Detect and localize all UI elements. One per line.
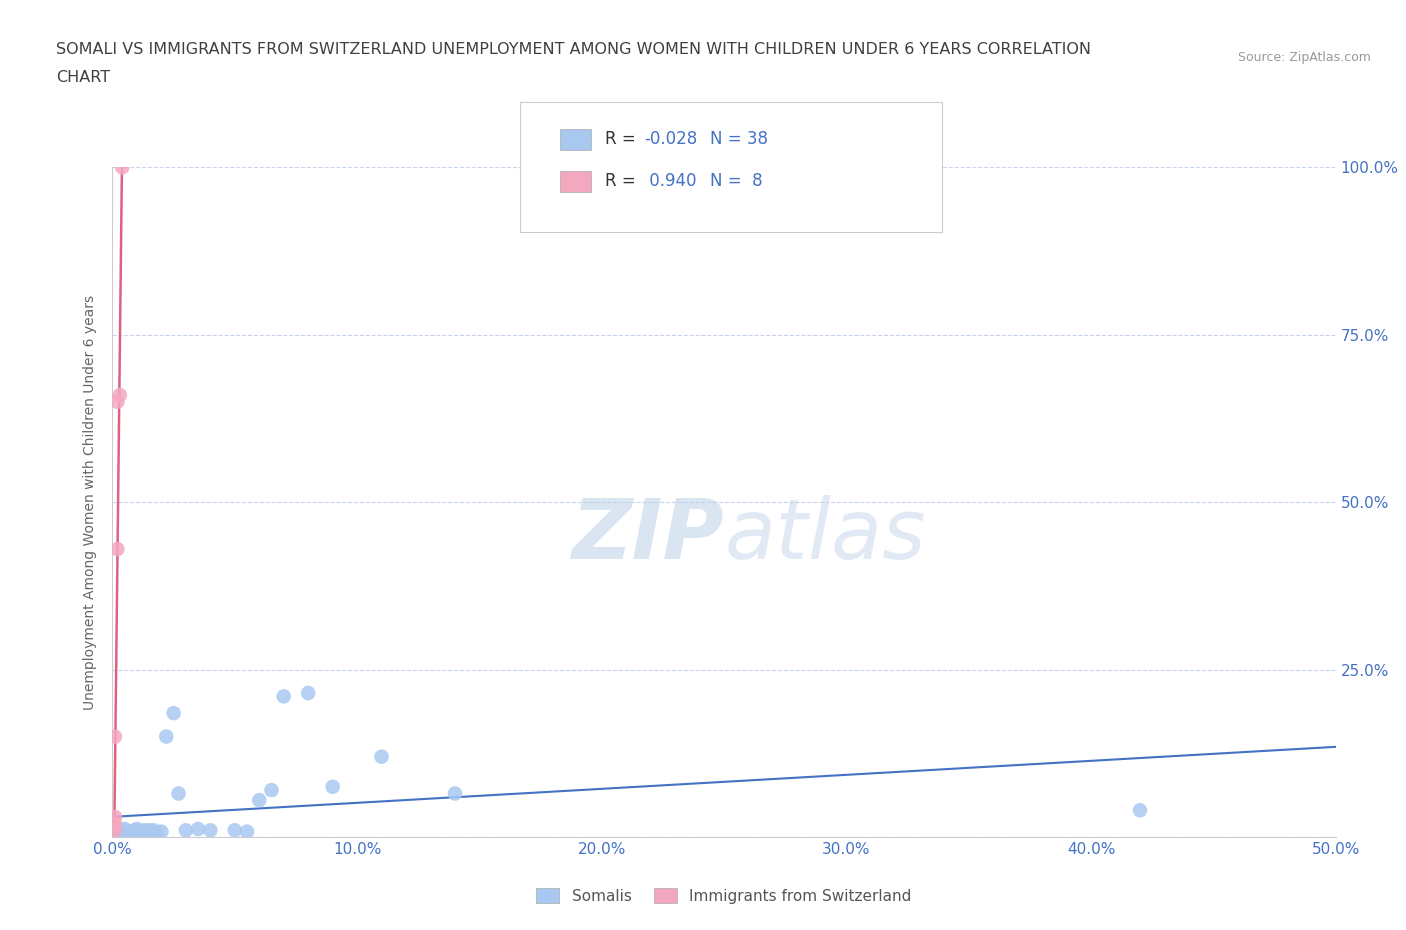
Point xyxy=(200,823,222,838)
Point xyxy=(105,541,128,556)
Text: SOMALI VS IMMIGRANTS FROM SWITZERLAND UNEMPLOYMENT AMONG WOMEN WITH CHILDREN UND: SOMALI VS IMMIGRANTS FROM SWITZERLAND UN… xyxy=(56,42,1091,57)
Point xyxy=(105,823,128,838)
Point xyxy=(131,824,153,839)
Legend: Somalis, Immigrants from Switzerland: Somalis, Immigrants from Switzerland xyxy=(530,882,918,910)
Point xyxy=(187,821,209,836)
Text: Source: ZipAtlas.com: Source: ZipAtlas.com xyxy=(1237,51,1371,64)
Point xyxy=(150,824,173,839)
Point xyxy=(134,826,156,841)
Point xyxy=(138,823,160,838)
Point xyxy=(141,824,163,839)
Point xyxy=(108,826,131,841)
Point xyxy=(236,824,259,839)
Text: N = 38: N = 38 xyxy=(710,130,768,149)
Point xyxy=(297,685,319,700)
Point xyxy=(134,823,156,838)
Point xyxy=(260,783,283,798)
Point xyxy=(155,729,177,744)
Point xyxy=(125,824,148,839)
Point xyxy=(138,826,160,841)
Point xyxy=(104,809,127,824)
Text: N =  8: N = 8 xyxy=(710,172,762,191)
Point xyxy=(108,388,131,403)
Point xyxy=(444,786,467,801)
Point xyxy=(125,821,148,836)
Point xyxy=(104,817,127,831)
Point xyxy=(1129,803,1152,817)
Point xyxy=(114,824,136,839)
Text: ZIP: ZIP xyxy=(571,495,724,577)
Text: R =: R = xyxy=(605,172,641,191)
Point xyxy=(121,826,143,841)
Text: 0.940: 0.940 xyxy=(644,172,696,191)
Point xyxy=(105,394,128,409)
Point xyxy=(247,792,270,807)
Point xyxy=(174,823,197,838)
Point xyxy=(124,823,146,838)
Point xyxy=(111,160,134,175)
Point xyxy=(104,729,127,744)
Point xyxy=(145,826,167,841)
Point xyxy=(135,824,157,839)
Point xyxy=(143,823,166,838)
Text: CHART: CHART xyxy=(56,70,110,85)
Point xyxy=(273,689,295,704)
Point xyxy=(118,826,141,841)
Text: R =: R = xyxy=(605,130,641,149)
Point xyxy=(370,750,392,764)
Point xyxy=(167,786,190,801)
Point xyxy=(322,779,344,794)
Point xyxy=(131,826,153,841)
Point xyxy=(121,824,143,839)
Point xyxy=(104,823,127,838)
Text: -0.028: -0.028 xyxy=(644,130,697,149)
Point xyxy=(224,823,246,838)
Point xyxy=(163,706,186,721)
Text: atlas: atlas xyxy=(724,495,925,577)
Point xyxy=(114,821,136,836)
Y-axis label: Unemployment Among Women with Children Under 6 years: Unemployment Among Women with Children U… xyxy=(83,295,97,710)
Point xyxy=(125,826,148,841)
